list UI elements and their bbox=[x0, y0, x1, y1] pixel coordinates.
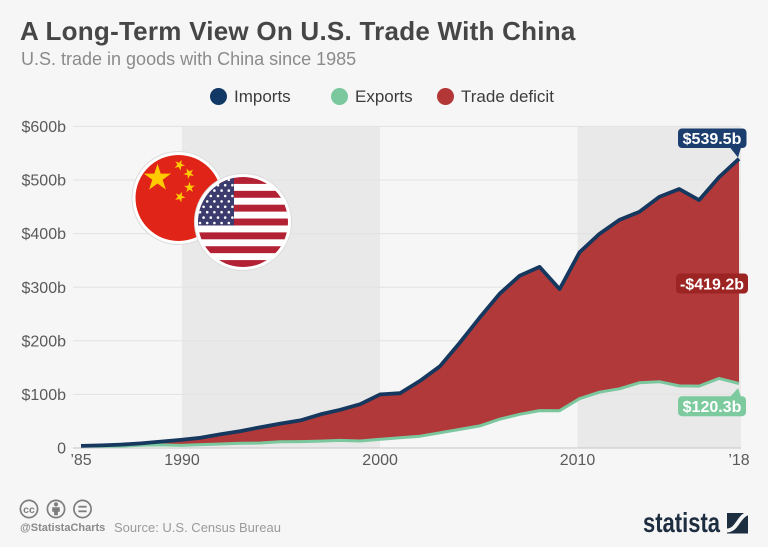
svg-text:$120.3b: $120.3b bbox=[683, 399, 742, 416]
svg-text:$600b: $600b bbox=[22, 119, 67, 136]
svg-text:statista: statista bbox=[643, 507, 720, 538]
svg-text:-$419.2b: -$419.2b bbox=[680, 276, 744, 293]
svg-text:cc: cc bbox=[23, 504, 35, 516]
svg-text:$200b: $200b bbox=[22, 333, 67, 350]
svg-text:$539.5b: $539.5b bbox=[683, 131, 742, 148]
svg-text:1990: 1990 bbox=[164, 452, 200, 469]
svg-text:$300b: $300b bbox=[22, 280, 67, 297]
svg-text:’18: ’18 bbox=[728, 452, 749, 469]
svg-text:$400b: $400b bbox=[22, 226, 67, 243]
svg-text:$500b: $500b bbox=[22, 173, 67, 190]
svg-text:’85: ’85 bbox=[70, 452, 91, 469]
svg-text:0: 0 bbox=[57, 441, 66, 458]
svg-text:$100b: $100b bbox=[22, 387, 67, 404]
svg-text:2000: 2000 bbox=[362, 452, 398, 469]
svg-text:2010: 2010 bbox=[560, 452, 596, 469]
